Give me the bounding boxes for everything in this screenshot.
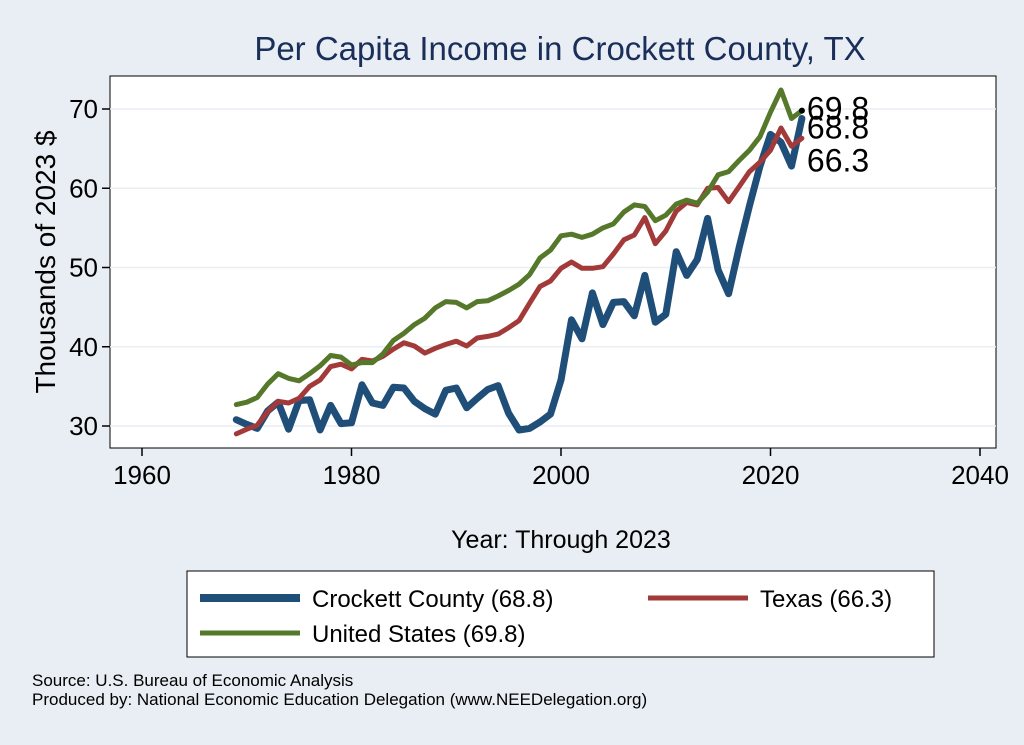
- footer: Source: U.S. Bureau of Economic Analysis…: [32, 671, 647, 709]
- legend-label-crockett: Crockett County (68.8): [312, 586, 553, 613]
- x-tick-label: 1980: [323, 460, 381, 490]
- x-tick-label: 2000: [532, 460, 590, 490]
- legend-label-texas: Texas (66.3): [760, 586, 892, 613]
- legend-box: [186, 570, 935, 658]
- series-line-crockett: [232, 115, 806, 434]
- x-axis-label: Year: Through 2023: [451, 526, 671, 554]
- plot-area: [109, 75, 997, 449]
- y-tick-label: 40: [69, 332, 98, 362]
- legend-label-us: United States (69.8): [312, 621, 525, 648]
- source-note: Source: U.S. Bureau of Economic Analysis: [32, 671, 354, 690]
- series-line-us: [233, 87, 805, 408]
- series-lines: [232, 87, 806, 437]
- y-tick-label: 50: [69, 253, 98, 283]
- y-tick-label: 70: [69, 94, 98, 124]
- axes: 30 40 50 60 70 1960 1980 2000 2020 2040: [69, 94, 1009, 490]
- y-axis-label: Thousands of 2023 $: [30, 130, 61, 394]
- produced-note: Produced by: National Economic Education…: [32, 690, 648, 709]
- y-tick-label: 60: [69, 173, 98, 203]
- x-tick-label: 1960: [113, 460, 171, 490]
- x-tick-label: 2040: [951, 460, 1009, 490]
- end-label-us: 69.8: [807, 91, 869, 127]
- legend: Crockett County (68.8) Texas (66.3) Unit…: [186, 570, 935, 658]
- end-label-texas: 66.3: [807, 142, 869, 178]
- chart-title: Per Capita Income in Crockett County, TX: [254, 30, 865, 67]
- gridlines: [110, 108, 996, 427]
- y-tick-label: 30: [69, 411, 98, 441]
- x-tick-label: 2020: [742, 460, 800, 490]
- end-label-crockett: 68.8: [807, 110, 869, 146]
- end-labels: 68.866.3 69.8: [798, 91, 869, 178]
- end-marker-us: [798, 107, 805, 114]
